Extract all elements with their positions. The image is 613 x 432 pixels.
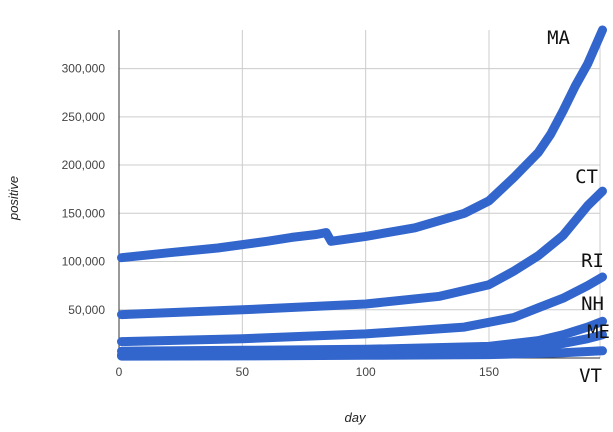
x-tick-label: 150 [479,365,499,379]
y-tick-label: 50,000 [68,303,105,317]
series-line-ri [117,272,607,347]
y-tick-label: 150,000 [62,206,106,220]
y-tick-label: 300,000 [62,62,106,76]
series-label-me: ME [587,321,610,343]
series-label-vt: VT [579,365,602,387]
series-label-nh: NH [581,293,604,315]
series-labels: MA CT RI NH ME VT [547,27,610,387]
y-tick-label: 100,000 [62,255,106,269]
series-line-ma [117,25,607,263]
x-axis-title: day [345,410,367,425]
y-tick-labels: 50,000 100,000 150,000 200,000 250,000 300,00… [62,62,106,317]
x-tick-label: 50 [236,365,250,379]
series-line-vt [117,346,607,361]
y-axis-title: positive [6,176,21,221]
series-label-ct: CT [575,166,598,188]
x-tick-label: 0 [116,365,123,379]
series-line-ct [117,186,607,320]
series-label-ma: MA [547,27,570,49]
y-tick-label: 200,000 [62,158,106,172]
series-label-ri: RI [581,250,604,272]
x-tick-labels: 0 50 100 150 [116,365,500,379]
y-tick-label: 250,000 [62,110,106,124]
series-lines [117,25,607,361]
x-tick-label: 100 [356,365,376,379]
